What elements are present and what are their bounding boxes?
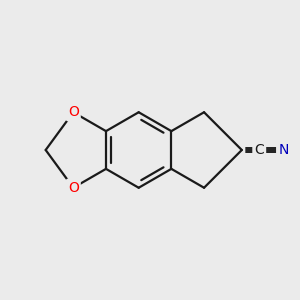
Text: N: N	[278, 143, 289, 157]
Text: O: O	[68, 105, 79, 119]
Text: C: C	[254, 143, 264, 157]
Text: O: O	[68, 181, 79, 195]
